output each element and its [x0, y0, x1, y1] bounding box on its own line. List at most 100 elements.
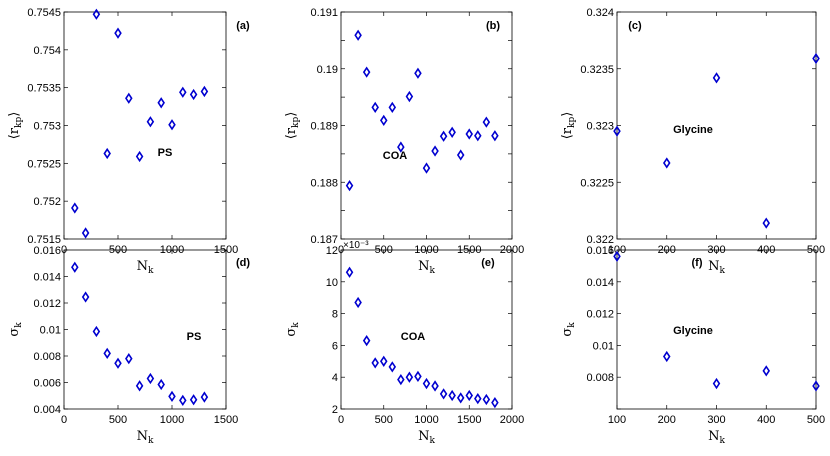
data-point — [613, 125, 621, 137]
y-tick-label: 12 — [326, 245, 338, 257]
data-point — [81, 227, 90, 239]
data-point — [103, 147, 111, 160]
data-point — [397, 141, 405, 153]
data-point — [662, 350, 671, 363]
x-axis-label: Nk — [418, 429, 435, 446]
data-point — [103, 347, 111, 359]
data-point — [92, 325, 101, 338]
data-point — [465, 128, 474, 140]
data-point — [431, 380, 439, 392]
data-point — [71, 261, 79, 273]
x-axis-label: Nk — [418, 259, 435, 276]
y-tick-label: 0.008 — [586, 372, 614, 384]
axes-frame — [63, 11, 227, 240]
panel-e: 0 500 1000 1500 2000 2 4 6 8 10 12 Nk σk ×10⁻³ (e) COA — [284, 240, 524, 446]
dataset-annotation: PS — [158, 147, 173, 159]
y-tick-label: 8 — [332, 309, 338, 321]
y-tick-label: 0.014 — [33, 272, 61, 284]
x-tick-label: 300 — [707, 414, 725, 426]
panel-d: 0 500 1000 1500 0.004 0.006 0.008 0.01 0.012 0.01… — [7, 245, 250, 446]
y-exponent-label: ×10⁻³ — [343, 240, 369, 251]
panel-label: (a) — [236, 20, 250, 32]
x-axis-label: Nk — [708, 429, 725, 446]
y-tick-label: 0.012 — [586, 309, 614, 321]
data-point — [345, 180, 354, 192]
data-point — [92, 8, 101, 20]
y-tick-label: 0.7535 — [27, 83, 61, 95]
data-point — [613, 250, 621, 263]
x-tick-label: 1000 — [160, 414, 184, 426]
y-tick-label: 2 — [332, 404, 338, 416]
axes-frame — [616, 11, 817, 240]
y-tick-label: 0.016 — [586, 245, 614, 257]
data-point — [405, 90, 414, 103]
panel-label: (b) — [486, 20, 500, 32]
data-point — [431, 145, 439, 157]
x-tick-label: 100 — [608, 414, 626, 426]
data-point — [414, 370, 422, 383]
y-tick-label: 0.012 — [33, 298, 61, 310]
y-tick-label: 0.754 — [33, 45, 61, 57]
y-tick-label: 0.19 — [317, 64, 338, 76]
data-point — [456, 392, 465, 404]
data-point — [179, 86, 187, 98]
data-point — [422, 162, 431, 174]
y-tick-label: 0.189 — [310, 121, 338, 133]
data-point — [157, 378, 165, 391]
data-point — [146, 116, 155, 128]
y-tick-label: 0.7525 — [27, 158, 61, 170]
y-tick-label: 0.7515 — [27, 234, 61, 246]
y-tick-label: 0.016 — [33, 245, 61, 257]
y-axis-label: ⟨rkp⟩ — [7, 112, 24, 140]
data-point — [200, 391, 209, 403]
y-tick-label: 0.191 — [310, 7, 338, 19]
y-tick-label: 10 — [326, 277, 338, 289]
x-tick-label: 0 — [338, 414, 344, 426]
data-point — [189, 394, 198, 406]
x-tick-label: 1500 — [457, 414, 481, 426]
data-point — [81, 291, 90, 303]
x-tick-label: 1500 — [214, 414, 238, 426]
data-point — [362, 66, 371, 78]
y-tick-label: 4 — [332, 372, 338, 384]
y-axis-label: σk — [284, 322, 301, 337]
panel-label: (d) — [236, 257, 250, 269]
y-tick-label: 0.752 — [33, 196, 61, 208]
data-point — [125, 92, 133, 104]
y-tick-label: 0.753 — [33, 121, 61, 133]
y-axis-label: ⟨rkp⟩ — [284, 112, 301, 140]
data-point — [168, 390, 176, 403]
x-axis-label: Nk — [137, 259, 154, 276]
data-point — [812, 52, 820, 65]
data-point — [168, 119, 176, 131]
x-tick-label: 0 — [61, 414, 67, 426]
panel-label: (e) — [481, 257, 495, 269]
x-tick-label: 2000 — [500, 414, 524, 426]
y-axis-label: σk — [7, 322, 24, 337]
data-point — [482, 116, 491, 128]
data-point — [491, 396, 499, 409]
y-tick-label: 0.3225 — [580, 177, 614, 189]
data-point — [371, 357, 379, 369]
data-point — [362, 334, 371, 347]
y-tick-label: 0.3235 — [580, 64, 614, 76]
data-point — [414, 67, 422, 79]
data-point — [439, 388, 448, 400]
data-point — [439, 130, 448, 142]
data-point — [388, 101, 397, 113]
data-point — [135, 380, 144, 392]
data-point — [157, 97, 165, 109]
data-point — [189, 88, 198, 101]
y-tick-label: 0.322 — [586, 234, 614, 246]
data-point — [179, 394, 187, 407]
x-tick-label: 200 — [658, 414, 676, 426]
panel-label: (c) — [628, 20, 642, 32]
y-tick-label: 0.008 — [33, 351, 61, 363]
dataset-annotation: COA — [383, 150, 408, 162]
data-point — [397, 373, 405, 386]
y-tick-label: 0.187 — [310, 234, 338, 246]
x-tick-label: 1000 — [414, 414, 438, 426]
dataset-annotation: PS — [187, 331, 202, 343]
data-point — [135, 150, 144, 163]
